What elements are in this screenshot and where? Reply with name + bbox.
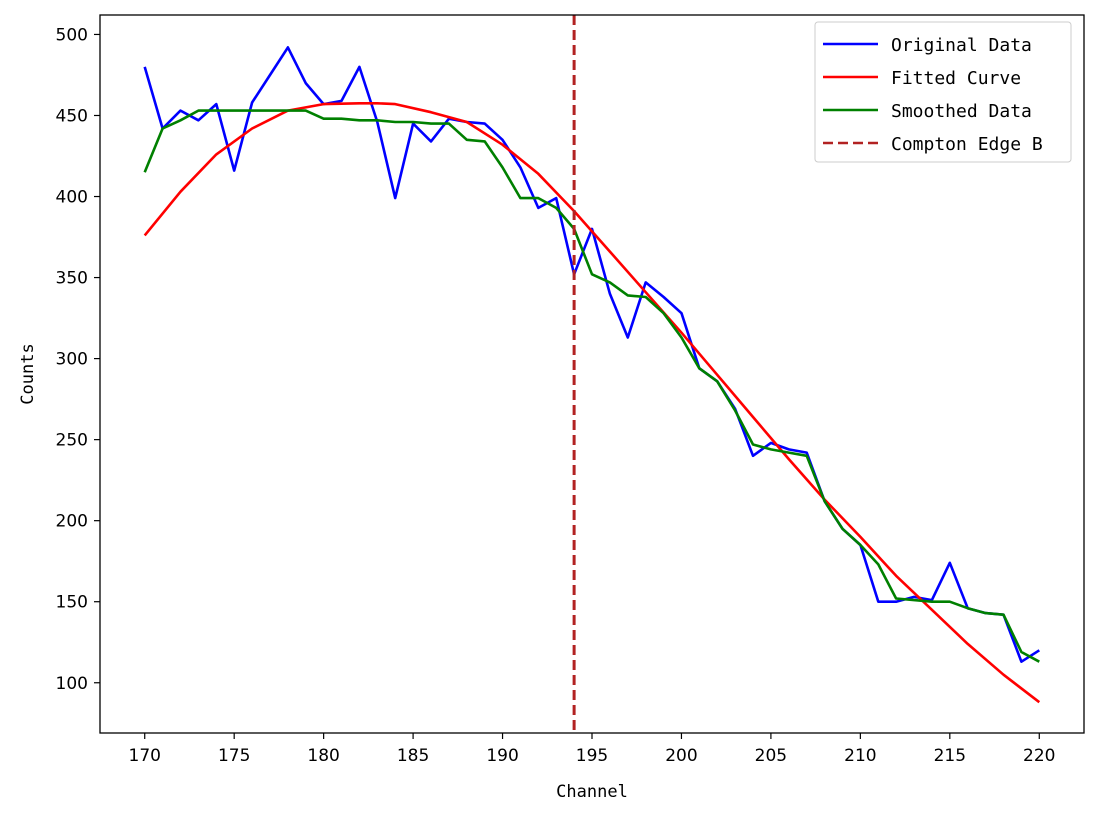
x-tick-label: 190: [486, 746, 518, 766]
x-tick-label: 200: [665, 746, 697, 766]
y-axis: 100 150 200 250 300 350 400 450 500: [56, 25, 100, 694]
smoothed-data-line: [143, 109, 1040, 663]
x-tick-label: 175: [218, 746, 250, 766]
x-tick-label: 180: [307, 746, 339, 766]
y-tick-label: 150: [56, 593, 88, 613]
x-axis: 170 175 180 185 190 195 200 205 210 215 220: [129, 733, 1055, 766]
legend-box: [814, 21, 1072, 163]
y-tick-label: 200: [56, 512, 88, 532]
x-tick-label: 170: [129, 746, 161, 766]
y-tick-label: 350: [56, 269, 88, 289]
x-tick-label: 185: [397, 746, 429, 766]
y-tick-label: 400: [56, 188, 88, 208]
legend-label-fitted-curve: Fitted Curve: [891, 68, 1021, 89]
y-tick-label: 100: [56, 674, 88, 694]
x-tick-label: 205: [755, 746, 787, 766]
x-tick-label: 220: [1023, 746, 1055, 766]
y-tick-label: 250: [56, 431, 88, 451]
legend-label-smoothed-data: Smoothed Data: [891, 101, 1032, 122]
x-axis-label: Channel: [556, 782, 628, 802]
x-tick-label: 210: [844, 746, 876, 766]
x-tick-label: 195: [576, 746, 608, 766]
legend-label-original-data: Original Data: [891, 35, 1032, 56]
y-tick-label: 300: [56, 350, 88, 370]
y-tick-label: 500: [56, 25, 88, 45]
y-axis-label: Counts: [18, 343, 38, 404]
y-tick-label: 450: [56, 106, 88, 126]
x-tick-label: 215: [934, 746, 966, 766]
legend: Original Data Fitted Curve Smoothed Data Co…: [814, 21, 1072, 163]
legend-label-compton-edge-b: Compton Edge B: [891, 134, 1043, 155]
original-data-line: [143, 46, 1040, 664]
